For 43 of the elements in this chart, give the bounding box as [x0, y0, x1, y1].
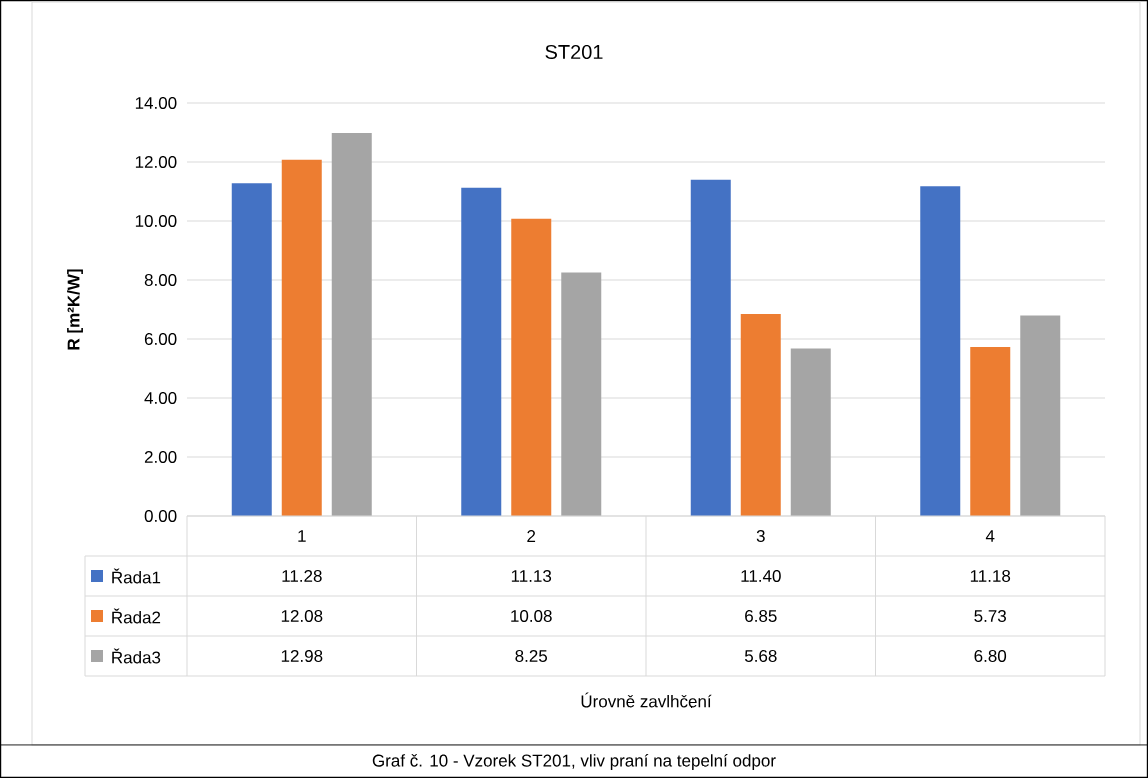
- bar: [1020, 315, 1061, 516]
- bar: [790, 348, 831, 516]
- data-label: 8.25: [515, 649, 548, 663]
- data-label: 11.13: [511, 569, 552, 583]
- legend-label: Řada3: [112, 648, 161, 664]
- bar: [970, 346, 1011, 516]
- legend-label: Řada1: [112, 568, 161, 584]
- y-tick-label: 4.00: [144, 391, 177, 405]
- y-tick-label: 12.00: [135, 155, 177, 169]
- bar: [331, 133, 372, 516]
- legend-label: Řada2: [112, 608, 161, 624]
- chart-title: ST201: [545, 44, 603, 60]
- data-label: 5.73: [974, 609, 1006, 623]
- bar: [561, 272, 602, 516]
- y-tick-label: 14.00: [135, 96, 177, 110]
- y-axis-title: R [m²K/W]: [67, 269, 83, 350]
- data-label: 12.08: [281, 609, 323, 623]
- y-tick-label: 6.00: [144, 332, 177, 346]
- data-label: 11.18: [970, 569, 1011, 583]
- data-label: 12.98: [281, 649, 323, 663]
- data-label: 10.08: [511, 609, 552, 623]
- bar: [920, 186, 961, 516]
- bar: [690, 179, 731, 516]
- bar: [231, 183, 272, 516]
- text: Úrovně zavlhčení: [581, 692, 712, 708]
- data-label: 11.28: [282, 569, 322, 583]
- data-label: 6.80: [974, 649, 1007, 663]
- data-label: 5.68: [744, 649, 777, 663]
- data-label: 6.85: [745, 609, 777, 623]
- bar: [281, 159, 322, 516]
- bar: [740, 313, 781, 516]
- bar: [511, 218, 552, 516]
- y-tick-label: 0.00: [144, 509, 177, 523]
- x-tick-label: 2: [527, 530, 536, 542]
- y-tick-label: 2.00: [144, 450, 177, 464]
- y-tick-label: 8.00: [144, 273, 177, 287]
- x-tick-label: 4: [985, 530, 995, 542]
- y-tick-label: 10.00: [135, 214, 177, 228]
- x-tick-label: 1: [298, 530, 306, 542]
- x-tick-label: 3: [756, 529, 765, 543]
- text: Graf č. 10 - Vzorek ST201, vliv praní na tepelní odpor: [372, 753, 776, 771]
- bar: [461, 187, 502, 516]
- data-label: 11.40: [741, 569, 781, 583]
